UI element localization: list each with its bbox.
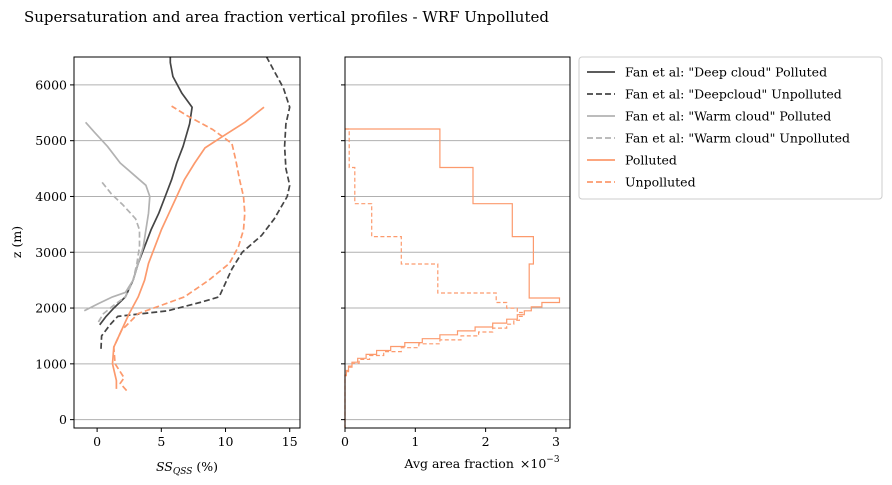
xtick-label: 10 xyxy=(218,434,234,449)
series-line-fan-et-al-deep-cloud-polluted xyxy=(99,57,193,326)
figure-title: Supersaturation and area fraction vertic… xyxy=(24,8,549,26)
panel-area-fraction-grid xyxy=(345,84,570,421)
series-line-unpolluted xyxy=(344,128,523,428)
xtick-label: 1 xyxy=(411,434,419,449)
xtick-label: 5 xyxy=(157,434,165,449)
panel-area-fraction: 0 1 2 3 Avg area fraction ×10−3 xyxy=(341,56,571,471)
series-line-polluted xyxy=(344,128,561,428)
legend-label-polluted: Polluted xyxy=(625,153,677,168)
ytick-label: 3000 xyxy=(35,245,67,260)
series-line-unpolluted xyxy=(112,105,246,392)
legend-label-unpolluted: Unpolluted xyxy=(625,175,696,190)
panel-supersaturation-ylabel: z (m) xyxy=(9,226,24,258)
panel-area-fraction-yticks xyxy=(341,84,345,421)
panel-supersaturation-frame xyxy=(73,56,301,429)
panel-supersaturation-yticks: 0 1000 2000 3000 4000 5000 6000 xyxy=(35,77,74,427)
series-line-fan-et-al-warm-cloud-polluted xyxy=(83,121,151,312)
panel-supersaturation-xticks: 0 5 10 15 xyxy=(93,428,298,449)
legend-entries: Fan et al: "Deep cloud" Polluted Fan et a… xyxy=(587,65,850,190)
ytick-label: 6000 xyxy=(35,77,67,92)
xtick-label: 0 xyxy=(341,434,349,449)
panel-supersaturation-lines xyxy=(83,56,291,392)
xtick-label: 2 xyxy=(482,434,490,449)
panel-area-fraction-xticks: 0 1 2 3 xyxy=(341,428,560,449)
panel-area-fraction-frame xyxy=(344,56,571,429)
ytick-label: 5000 xyxy=(35,133,67,148)
series-line-fan-et-al-warm-cloud-unpolluted xyxy=(97,180,141,323)
panel-supersaturation-xlabel: SSQSS (%) xyxy=(156,459,218,477)
legend-label-fan-et-al-warm-cloud-polluted: Fan et al: "Warm cloud" Polluted xyxy=(625,109,831,124)
xtick-label: 15 xyxy=(282,434,298,449)
series-line-fan-et-al-deepcloud-unpolluted xyxy=(100,56,291,349)
panel-supersaturation: 0 5 10 15 0 1000 2000 3000 4000 5000 6000 SSQSS (… xyxy=(9,56,301,477)
legend-label-fan-et-al-warm-cloud-unpolluted: Fan et al: "Warm cloud" Unpolluted xyxy=(625,131,850,146)
panel-area-fraction-xlabel: Avg area fraction ×10−3 xyxy=(403,455,559,471)
legend-label-fan-et-al-deep-cloud-polluted: Fan et al: "Deep cloud" Polluted xyxy=(625,65,827,80)
legend-box xyxy=(578,56,883,200)
ytick-label: 1000 xyxy=(35,356,67,371)
xtick-label: 3 xyxy=(552,434,560,449)
panel-area-fraction-lines xyxy=(344,128,561,428)
legend: Fan et al: "Deep cloud" Polluted Fan et a… xyxy=(578,56,883,200)
ytick-label: 2000 xyxy=(35,301,67,316)
xtick-label: 0 xyxy=(93,434,101,449)
series-line-polluted xyxy=(111,106,265,389)
ytick-label: 0 xyxy=(59,412,67,427)
legend-label-fan-et-al-deepcloud-unpolluted: Fan et al: "Deepcloud" Unpolluted xyxy=(625,87,842,102)
ytick-label: 4000 xyxy=(35,189,67,204)
